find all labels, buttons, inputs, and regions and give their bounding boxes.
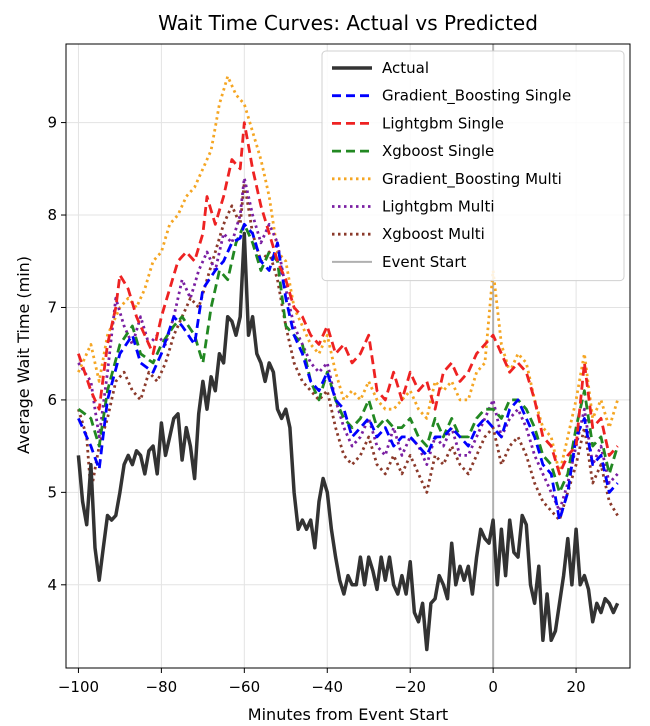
legend-label: Gradient_Boosting Multi <box>382 170 562 189</box>
x-tick-label: −100 <box>58 678 99 696</box>
y-axis-ticks: 4 5 6 7 8 9 <box>47 114 66 594</box>
y-tick-label: 8 <box>47 206 57 224</box>
x-tick-label: 0 <box>488 678 498 696</box>
series-line-lightgbm-single <box>77 121 619 476</box>
legend-label: Actual <box>382 59 429 77</box>
y-tick-label: 9 <box>47 114 57 132</box>
x-axis-ticks: −100 −80 −60 −40 −20 0 20 <box>58 668 586 696</box>
series-line-xgboost-single <box>77 222 619 494</box>
legend-label: Xgboost Multi <box>382 225 485 243</box>
series-lines <box>76 75 620 652</box>
x-tick-label: −80 <box>146 678 178 696</box>
x-tick-label: −20 <box>394 678 426 696</box>
x-tick-label: −60 <box>228 678 260 696</box>
x-tick-label: 20 <box>567 678 586 696</box>
series-line-actual <box>76 231 620 652</box>
legend-label: Event Start <box>382 253 467 271</box>
series-line-gradient-boosting-single <box>77 222 619 522</box>
plot-frame <box>65 43 631 669</box>
series-line-xgboost-multi <box>77 181 619 522</box>
legend-label: Xgboost Single <box>382 142 494 160</box>
y-tick-label: 6 <box>47 391 57 409</box>
y-tick-label: 7 <box>47 298 57 316</box>
x-axis-label: Minutes from Event Start <box>248 705 448 724</box>
x-tick-label: −40 <box>311 678 343 696</box>
legend-box <box>321 50 625 282</box>
y-axis-label: Average Wait Time (min) <box>14 256 33 454</box>
legend: Actual Gradient_Boosting Single Lightgbm S… <box>321 50 625 282</box>
chart-title: Wait Time Curves: Actual vs Predicted <box>158 11 538 35</box>
y-tick-label: 4 <box>47 576 57 594</box>
legend-label: Gradient_Boosting Single <box>382 87 571 106</box>
legend-label: Lightgbm Single <box>382 114 504 132</box>
y-tick-label: 5 <box>47 483 57 501</box>
legend-label: Lightgbm Multi <box>382 198 495 216</box>
